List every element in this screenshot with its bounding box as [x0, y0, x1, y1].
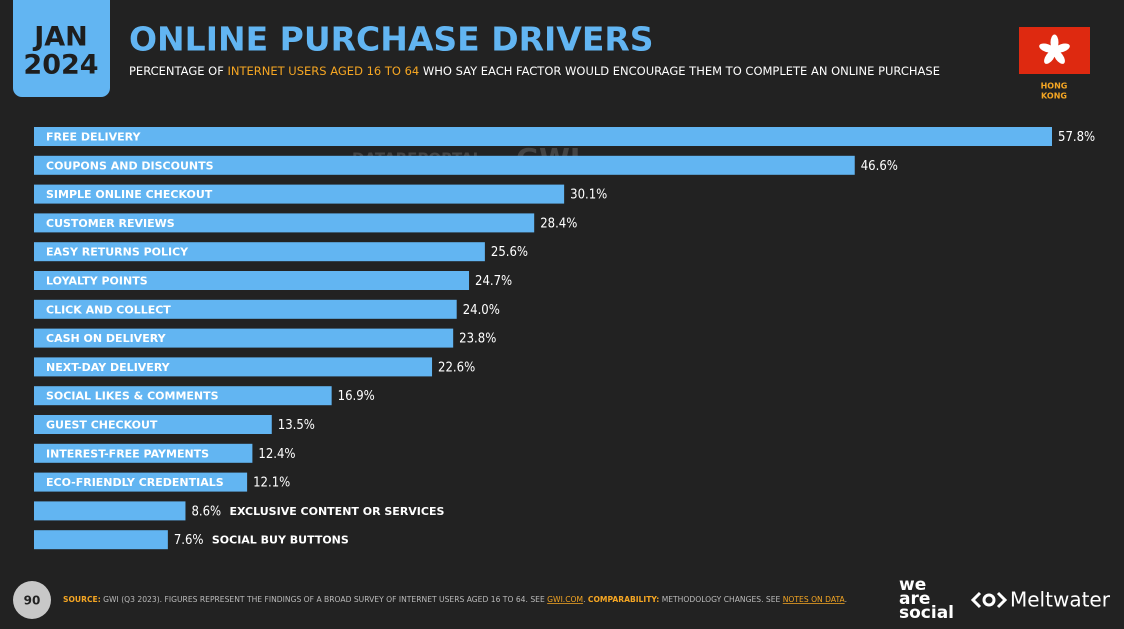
region-label: HONG [1041, 82, 1068, 91]
value-label: 57.8% [1058, 130, 1095, 145]
category-label: EXCLUSIVE CONTENT OR SERVICES [229, 505, 444, 518]
source-label: SOURCE: [63, 595, 101, 604]
category-label: GUEST CHECKOUT [46, 419, 158, 432]
value-label: 28.4% [540, 216, 577, 231]
page-badge [13, 581, 51, 619]
category-label: INTEREST-FREE PAYMENTS [46, 447, 209, 460]
category-label: COUPONS AND DISCOUNTS [46, 159, 214, 172]
bar [34, 443, 253, 463]
notes-link[interactable]: NOTES ON DATA [783, 595, 846, 604]
bar [34, 271, 470, 290]
bar [34, 530, 168, 550]
meltwater-logo [970, 591, 1008, 609]
value-label: 22.6% [438, 360, 475, 375]
category-label: FREE DELIVERY [46, 131, 141, 144]
value-label: 24.7% [475, 274, 512, 289]
value-label: 7.6% [174, 533, 204, 548]
source-text: . [583, 595, 588, 604]
source-text: GWI (Q3 2023). FIGURES REPRESENT THE FIN… [101, 595, 547, 604]
flag [1019, 27, 1090, 74]
value-label: 12.1% [253, 476, 290, 491]
value-label: 46.6% [861, 159, 898, 174]
value-label: 8.6% [191, 504, 221, 519]
category-label: CLICK AND COLLECT [46, 303, 171, 316]
bar [34, 328, 454, 348]
source-text: . [845, 595, 847, 604]
category-label: SOCIAL BUY BUTTONS [212, 534, 349, 547]
subtitle-part: PERCENTAGE OF [129, 64, 227, 78]
category-label: NEXT-DAY DELIVERY [46, 361, 171, 374]
brand-social: social [899, 603, 954, 623]
chart-title: ONLINE PURCHASE DRIVERS [129, 20, 654, 59]
brand-meltwater: Meltwater [1010, 588, 1111, 612]
bar [34, 299, 457, 319]
comparability-label: COMPARABILITY: [588, 595, 659, 604]
chart-subtitle: PERCENTAGE OF INTERNET USERS AGED 16 TO … [129, 64, 940, 78]
category-label: SOCIAL LIKES & COMMENTS [46, 390, 219, 403]
subtitle-highlight: INTERNET USERS AGED 16 TO 64 [227, 64, 419, 78]
value-label: 30.1% [570, 188, 607, 203]
bar [34, 501, 186, 521]
date-month: JAN [32, 22, 88, 53]
bar [34, 127, 1052, 146]
value-label: 16.9% [338, 389, 375, 404]
bar [34, 213, 535, 233]
date-year: 2024 [23, 50, 98, 81]
category-label: EASY RETURNS POLICY [46, 246, 189, 259]
value-label: 13.5% [278, 418, 315, 433]
value-label: 12.4% [258, 447, 295, 462]
region-label: KONG [1041, 92, 1067, 101]
value-label: 25.6% [491, 245, 528, 260]
source-text: METHODOLOGY CHANGES. SEE [659, 595, 782, 604]
value-label: 23.8% [459, 332, 496, 347]
brand-are: are [899, 589, 930, 609]
date-badge [13, 0, 110, 97]
page-number: 90 [24, 594, 41, 608]
bar [34, 155, 855, 175]
bar [34, 386, 332, 406]
category-label: ECO-FRIENDLY CREDENTIALS [46, 476, 224, 489]
bar [34, 184, 565, 204]
category-label: CUSTOMER REVIEWS [46, 217, 175, 230]
source-note: SOURCE: GWI (Q3 2023). FIGURES REPRESENT… [63, 595, 847, 604]
brand-we: we [899, 575, 926, 595]
bar [34, 357, 433, 377]
category-label: CASH ON DELIVERY [46, 332, 167, 345]
bar [34, 472, 248, 492]
subtitle-part: WHO SAY EACH FACTOR WOULD ENCOURAGE THEM… [419, 64, 940, 78]
value-label: 24.0% [463, 303, 500, 318]
category-label: LOYALTY POINTS [46, 275, 148, 288]
bar [34, 242, 485, 262]
bars: 57.8% FREE DELIVERY 46.6% COUPONS AND DISCO… [34, 127, 1095, 550]
category-label: SIMPLE ONLINE CHECKOUT [46, 188, 213, 201]
bar [34, 415, 272, 434]
source-link[interactable]: GWI.COM [547, 595, 583, 604]
